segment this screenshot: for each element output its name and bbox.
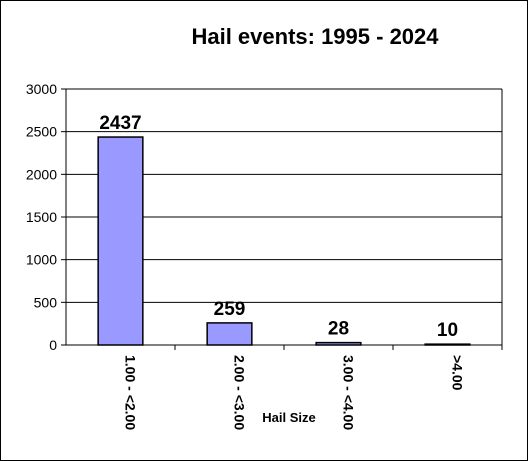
x-tick-label: 2.00 - <3.00	[232, 355, 248, 430]
data-label: 2437	[99, 113, 141, 134]
data-labels: 2437 259 28 10	[99, 113, 458, 341]
chart-title: Hail events: 1995 - 2024	[191, 24, 439, 49]
x-tick-label: >4.00	[450, 355, 466, 391]
y-tick-label: 1500	[26, 209, 57, 225]
y-tick-label: 3000	[26, 81, 57, 97]
axes	[61, 88, 503, 350]
y-tick-label: 500	[34, 294, 58, 310]
x-tick-label: 1.00 - <2.00	[123, 355, 139, 430]
y-tick-label: 0	[49, 337, 57, 353]
x-tick-labels: 1.00 - <2.00 2.00 - <3.00 3.00 - <4.00 >4.0…	[123, 355, 466, 430]
bar	[97, 136, 144, 346]
data-label: 28	[328, 319, 349, 340]
y-tick-label: 2500	[26, 124, 57, 140]
bar	[206, 322, 253, 346]
y-tick-labels: 0 500 1000 1500 2000 2500 3000	[26, 81, 57, 353]
bars	[97, 136, 471, 346]
x-tick-label: 3.00 - <4.00	[341, 355, 357, 430]
y-tick-label: 2000	[26, 166, 57, 182]
x-axis-label: Hail Size	[262, 410, 315, 425]
y-tick-label: 1000	[26, 252, 57, 268]
data-label: 259	[214, 299, 246, 320]
data-label: 10	[437, 320, 458, 341]
